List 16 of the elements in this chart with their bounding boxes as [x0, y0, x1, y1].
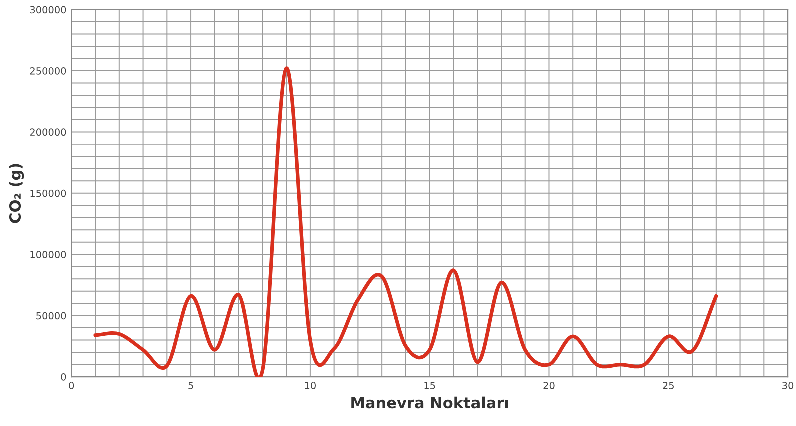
y-tick-label: 200000 [30, 128, 66, 136]
x-tick-label: 0 [69, 382, 74, 390]
y-tick-label: 50000 [36, 312, 66, 320]
y-axis-title: CO₂ (g) [9, 164, 24, 224]
y-tick-label: 100000 [30, 251, 66, 258]
x-tick-label: 30 [782, 382, 794, 390]
x-tick-label: 15 [424, 382, 436, 390]
x-tick-label: 20 [544, 382, 555, 390]
y-tick-label: 250000 [30, 67, 66, 75]
x-axis-title: Manevra Noktaları [352, 396, 508, 409]
y-tick-label: 0 [61, 373, 66, 381]
y-tick-label: 300000 [30, 6, 66, 14]
y-tick-label: 150000 [30, 190, 66, 198]
x-tick-label: 10 [305, 382, 316, 390]
x-tick-label: 25 [663, 382, 674, 390]
x-tick-label: 5 [188, 382, 194, 390]
